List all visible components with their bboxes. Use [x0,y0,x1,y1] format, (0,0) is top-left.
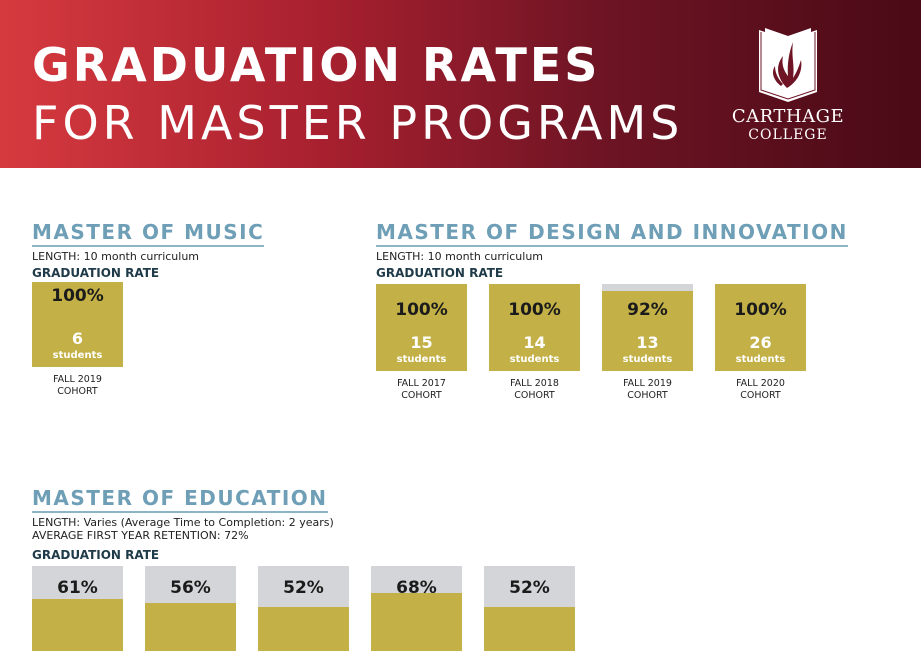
cohort-year: FALL 2017 [397,378,446,389]
graduation-rate-bar: 92% 13 students [602,284,693,371]
title-line-2: FOR MASTER PROGRAMS [32,96,684,150]
section-music: MASTER OF MUSIC LENGTH: 10 month curricu… [32,220,265,280]
cohort-year: FALL 2020 [736,378,785,389]
bar-percent-label: 52% [283,578,324,598]
cohort-word: COHORT [514,390,555,401]
graduation-rate-bar: 56% [145,566,236,651]
bar-percent-label: 52% [509,578,550,598]
cohort-label: FALL 2020 COHORT [715,378,806,402]
student-count: 15 [410,333,433,352]
graduation-rate-bar: 52% [484,566,575,651]
cohort-word: COHORT [627,390,668,401]
cohort-label: FALL 2018 COHORT [489,378,580,402]
graduation-rate-bar: 100% 26 students [715,284,806,371]
students-label: students [396,354,447,365]
student-count: 6 [71,329,84,348]
logo-text-carthage: CARTHAGE [731,106,845,127]
length-text: LENGTH: 10 month curriculum [376,250,544,263]
students-label: students [735,354,786,365]
cohort-year: FALL 2019 [53,374,102,385]
cohort-word: COHORT [57,386,98,397]
bar-percent-label: 61% [57,578,98,598]
students-label: students [622,354,673,365]
cohort-label: FALL 2017 COHORT [376,378,467,402]
bar-fill [32,282,123,367]
graduation-rate-bar: 100% 15 students [376,284,467,371]
section-title: MASTER OF EDUCATION [32,486,328,513]
bar-fill [602,290,693,371]
cohort-word: COHORT [401,390,442,401]
section-title: MASTER OF MUSIC [32,220,265,247]
bar-fill [145,603,236,651]
length-text: LENGTH: Varies (Average Time to Completi… [32,516,334,529]
section-design: MASTER OF DESIGN AND INNOVATION LENGTH: … [376,220,848,280]
graduation-rate-label: GRADUATION RATE [376,266,504,280]
cohort-label: FALL 2019 COHORT [602,378,693,402]
graduation-rate-bar: 61% [32,566,123,651]
cohort-label: FALL 2019 COHORT [32,374,123,398]
student-count: 26 [749,333,772,352]
section-title: MASTER OF DESIGN AND INNOVATION [376,220,848,247]
logo-text-college: COLLEGE [748,127,828,143]
bar-percent-label: 100% [508,300,561,320]
bar-fill [258,606,349,651]
bar-fill [484,606,575,651]
header-banner: GRADUATION RATES FOR MASTER PROGRAMS CAR… [0,0,921,168]
graduation-rate-label: GRADUATION RATE [32,548,160,562]
bar-percent-label: 56% [170,578,211,598]
bar-percent-label: 68% [396,578,437,598]
length-text: LENGTH: 10 month curriculum [32,250,200,263]
bar-fill [371,593,462,651]
graduation-rate-bar: 100% 14 students [489,284,580,371]
graduation-rate-bar: 68% [371,566,462,651]
carthage-logo: CARTHAGE COLLEGE [728,26,848,143]
bar-fill [715,284,806,371]
bar-fill [376,284,467,371]
retention-text: AVERAGE FIRST YEAR RETENTION: 72% [32,529,249,542]
cohort-year: FALL 2018 [510,378,559,389]
title-line-1: GRADUATION RATES [32,38,601,92]
student-count: 14 [523,333,546,352]
students-label: students [509,354,560,365]
students-label: students [52,350,103,361]
bar-fill [32,599,123,651]
bar-fill [489,284,580,371]
graduation-rate-bar: 52% [258,566,349,651]
bar-percent-label: 100% [395,300,448,320]
bar-percent-label: 92% [627,300,668,320]
graduation-rate-bar: 100% 6 students [32,282,123,367]
cohort-year: FALL 2019 [623,378,672,389]
cohort-word: COHORT [740,390,781,401]
graduation-rate-label: GRADUATION RATE [32,266,160,280]
bar-percent-label: 100% [51,286,104,306]
section-education: MASTER OF EDUCATION LENGTH: Varies (Aver… [32,486,334,562]
bar-percent-label: 100% [734,300,787,320]
student-count: 13 [636,333,659,352]
book-flame-icon [759,28,817,102]
